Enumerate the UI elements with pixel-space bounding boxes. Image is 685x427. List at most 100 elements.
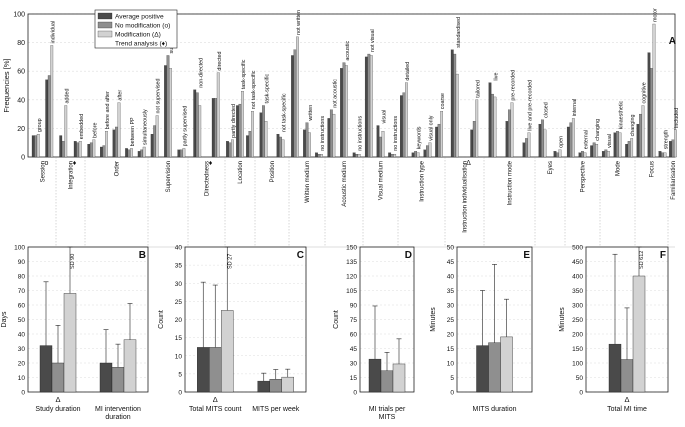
y-tick-label: 100 [13, 12, 25, 19]
y-tick-label: 50 [447, 245, 455, 252]
category-label: cognitive [642, 82, 648, 103]
bar [303, 129, 306, 158]
y-tick-label: 100 [572, 361, 583, 368]
bar [592, 142, 596, 158]
category-label: Study duration [35, 406, 80, 413]
y-tick-label: 20 [447, 332, 455, 339]
bar [315, 152, 318, 158]
y-tick-label: 0 [178, 390, 182, 397]
group-label: Mode [616, 160, 622, 176]
bar [179, 149, 183, 158]
sd-note: SD 90 [70, 254, 76, 269]
group-label: Perspective [581, 160, 587, 192]
category-label: pre-recorded [511, 70, 517, 101]
sd-note: SD 612 [639, 251, 645, 269]
category-label: MI trials per MITS [369, 406, 406, 421]
y-tick-label: 25 [175, 299, 183, 306]
bar [209, 347, 222, 393]
category-label: added [64, 89, 70, 104]
bar [625, 144, 629, 158]
bar [414, 151, 417, 158]
y-tick-label: 45 [350, 346, 358, 353]
bar [45, 79, 49, 158]
category-label: no instructions [358, 116, 364, 151]
bar [411, 152, 415, 158]
bar [100, 146, 103, 158]
bar [583, 152, 587, 158]
bar [73, 141, 77, 158]
bar [453, 53, 457, 158]
y-tick-label: 150 [572, 346, 583, 353]
y-tick-label: 40 [447, 274, 455, 281]
bar [291, 55, 294, 158]
bar [402, 92, 406, 158]
y-tick-label: 0 [579, 390, 583, 397]
group-mark: Δ [466, 160, 471, 167]
bar [50, 45, 54, 158]
bar [669, 141, 672, 158]
bar [137, 151, 141, 158]
bar [281, 139, 285, 158]
category-mark: Δ [55, 395, 60, 404]
y-tick-label: 40 [18, 332, 26, 339]
category-mark: Δ [213, 395, 218, 404]
category-label: not task-specific [282, 93, 288, 132]
bar [153, 125, 157, 158]
bar [525, 138, 528, 158]
bar [488, 82, 492, 158]
category-label: before and after [105, 91, 111, 129]
bar [150, 133, 154, 158]
bar [379, 136, 382, 158]
bar [76, 142, 80, 158]
bar [198, 105, 202, 158]
category-label: before [92, 123, 98, 138]
bar [92, 139, 96, 158]
y-axis-label: Frequencies [%] [2, 58, 11, 112]
bar [51, 362, 65, 393]
bar [127, 149, 131, 158]
category-label: internal [572, 99, 578, 117]
category-label: standardised [456, 17, 462, 48]
legend: Average positive No modification (o) Modif… [94, 9, 178, 49]
bar [214, 98, 218, 158]
y-axis-label: Minutes [430, 307, 437, 332]
category-label: not supervised [156, 78, 162, 113]
bar [197, 347, 210, 393]
bar [102, 145, 106, 158]
bar [630, 138, 634, 158]
bar [216, 72, 220, 158]
sd-note: SD 27 [227, 254, 233, 269]
bar [440, 111, 443, 158]
bar [618, 132, 622, 158]
bar [405, 82, 408, 158]
bar [281, 376, 294, 393]
bar [59, 135, 63, 158]
y-tick-label: 20 [175, 317, 183, 324]
y-tick-label: 35 [175, 263, 183, 270]
category-label: not task-specific [251, 70, 257, 109]
y-tick-label: 10 [447, 361, 455, 368]
bar [369, 55, 373, 158]
bar [238, 103, 242, 158]
bar [538, 123, 542, 158]
bar [140, 149, 144, 158]
category-label: no instructions [393, 116, 399, 151]
bar [426, 145, 429, 158]
y-tick-label: 150 [346, 245, 357, 252]
category-label: strength [664, 130, 670, 149]
category-label: tailored [475, 80, 481, 98]
bar [320, 154, 323, 158]
y-tick-label: 450 [572, 259, 583, 266]
y-tick-label: 5 [178, 371, 182, 378]
legend-swatch [97, 21, 113, 29]
category-label: MI intervention duration [95, 406, 141, 421]
bar [111, 367, 125, 393]
y-tick-label: 20 [18, 361, 26, 368]
legend-swatch [97, 30, 113, 38]
bar [658, 151, 662, 158]
bar [115, 126, 118, 158]
bar [327, 118, 331, 158]
bar [355, 154, 359, 158]
bar [641, 105, 645, 158]
group-label: Eyes [548, 161, 554, 174]
